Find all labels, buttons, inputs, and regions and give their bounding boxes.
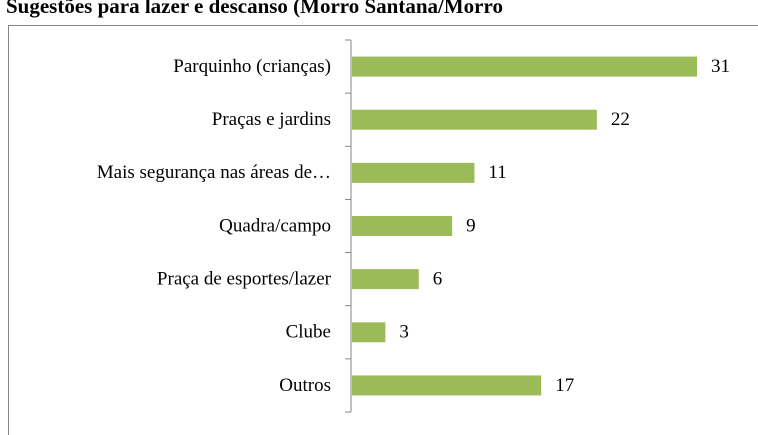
value-label: 3 bbox=[399, 322, 409, 343]
category-label: Praça de esportes/lazer bbox=[157, 269, 332, 290]
category-label: Parquinho (crianças) bbox=[173, 56, 331, 77]
value-label: 9 bbox=[466, 215, 476, 236]
bar bbox=[352, 375, 542, 396]
value-label: 6 bbox=[433, 269, 443, 290]
chart-border bbox=[8, 25, 758, 435]
value-label: 31 bbox=[711, 56, 730, 77]
category-label: Praças e jardins bbox=[212, 109, 331, 130]
bar bbox=[352, 216, 453, 236]
chart-title: Sugestões para lazer e descanso (Morro S… bbox=[6, 0, 503, 18]
bar bbox=[352, 56, 698, 77]
bar bbox=[352, 322, 386, 343]
category-label: Mais segurança nas áreas de… bbox=[97, 162, 331, 183]
category-label: Clube bbox=[286, 322, 331, 343]
value-label: 22 bbox=[611, 109, 630, 130]
bar bbox=[352, 269, 419, 290]
value-label: 17 bbox=[555, 375, 574, 396]
category-label: Quadra/campo bbox=[219, 215, 331, 236]
value-label: 11 bbox=[488, 162, 506, 183]
bar bbox=[352, 162, 475, 183]
category-label: Outros bbox=[279, 375, 331, 396]
bar bbox=[352, 109, 597, 130]
